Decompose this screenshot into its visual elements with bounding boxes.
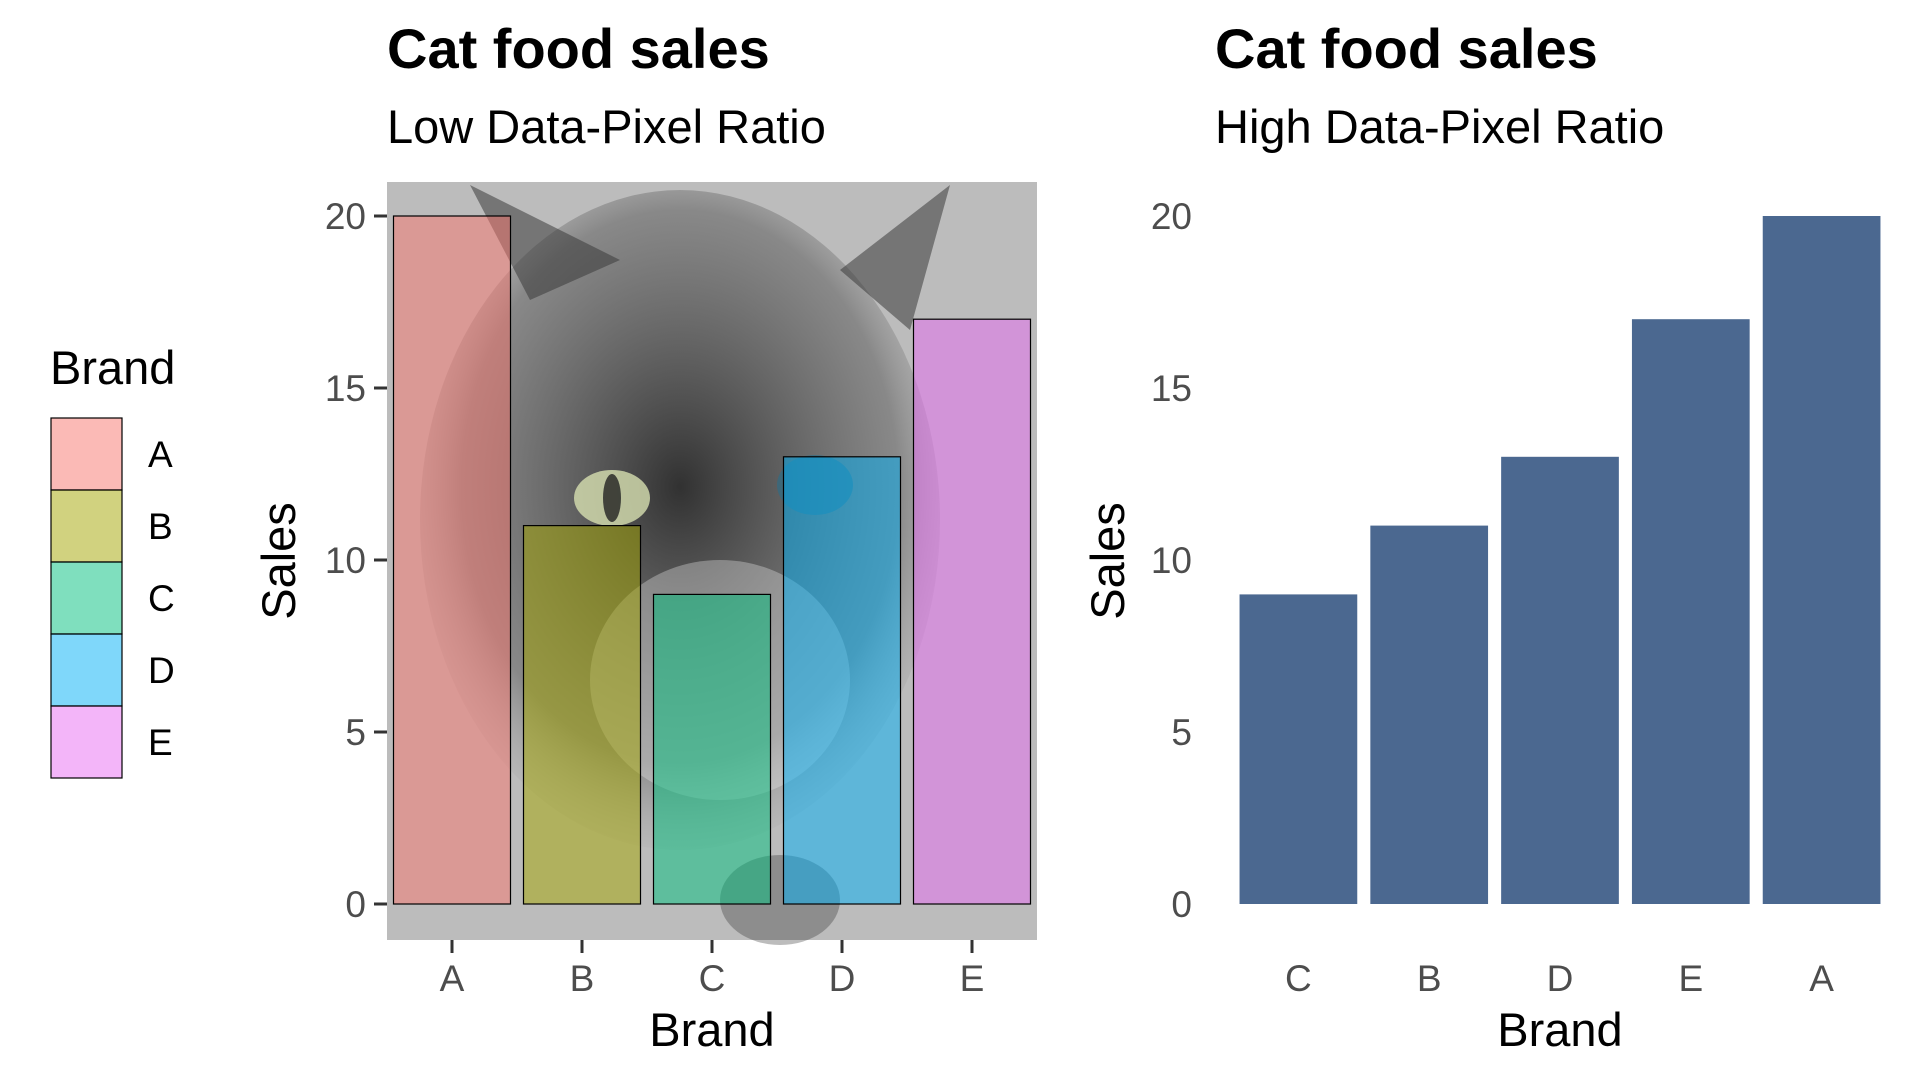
right-bar-D [1501, 456, 1619, 904]
left-x-axis: A B C D E [440, 940, 985, 999]
left-y-tick-label: 5 [345, 712, 366, 753]
left-bar-D [782, 456, 902, 905]
right-y-tick-label: 0 [1171, 884, 1192, 925]
left-bar-E [912, 318, 1032, 905]
left-x-axis-title: Brand [649, 1003, 774, 1056]
left-x-tick-label: E [960, 958, 985, 999]
legend-label-E: E [148, 722, 173, 763]
right-chart: Cat food sales High Data-Pixel Ratio 0 5 1… [1081, 17, 1881, 1056]
left-y-tick-label: 20 [325, 196, 366, 237]
left-y-tick-label: 15 [325, 368, 366, 409]
left-y-axis-title: Sales [252, 502, 305, 620]
right-x-tick-label: D [1547, 958, 1574, 999]
right-y-tick-label: 5 [1171, 712, 1192, 753]
right-bar-A [1762, 216, 1881, 904]
left-chart: Cat food sales Low Data-Pixel Ratio 0 5 10… [50, 17, 1037, 1056]
right-bars [1239, 216, 1881, 904]
right-x-axis-title: Brand [1497, 1003, 1622, 1056]
legend-swatch-B [50, 489, 123, 563]
legend-label-C: C [148, 578, 175, 619]
right-bar-B [1370, 525, 1489, 904]
right-y-axis-title: Sales [1081, 502, 1134, 620]
legend-swatch-C [50, 561, 123, 635]
left-x-tick-label: D [829, 958, 856, 999]
legend-swatch-D [50, 633, 123, 707]
legend-label-A: A [148, 434, 173, 475]
legend-label-B: B [148, 506, 173, 547]
right-x-tick-label: B [1417, 958, 1442, 999]
right-chart-title: Cat food sales [1215, 17, 1598, 80]
right-x-tick-label: A [1809, 958, 1834, 999]
legend-swatch-E [50, 705, 123, 779]
right-y-tick-label: 10 [1151, 540, 1192, 581]
right-y-tick-label: 15 [1151, 368, 1192, 409]
left-x-tick-label: A [440, 958, 465, 999]
legend-title: Brand [50, 341, 175, 394]
left-y-tick-label: 10 [325, 540, 366, 581]
right-x-tick-label: E [1678, 958, 1703, 999]
left-x-tick-label: C [699, 958, 726, 999]
left-x-tick-label: B [570, 958, 595, 999]
left-bar-C [652, 593, 772, 905]
right-chart-subtitle: High Data-Pixel Ratio [1215, 100, 1664, 153]
legend-label-D: D [148, 650, 175, 691]
right-bar-E [1631, 319, 1750, 904]
left-chart-title: Cat food sales [387, 17, 770, 80]
right-x-tick-label: C [1285, 958, 1312, 999]
right-bar-C [1239, 594, 1358, 904]
left-y-axis: 0 5 10 15 20 [325, 196, 387, 925]
left-y-tick-label: 0 [345, 884, 366, 925]
left-bars [392, 215, 1032, 905]
right-y-tick-label: 20 [1151, 196, 1192, 237]
right-y-axis: 0 5 10 15 20 [1151, 196, 1192, 925]
left-bar-B [522, 524, 642, 905]
legend-swatch-A [50, 417, 123, 491]
left-bar-A [392, 215, 512, 905]
left-chart-subtitle: Low Data-Pixel Ratio [387, 100, 826, 153]
